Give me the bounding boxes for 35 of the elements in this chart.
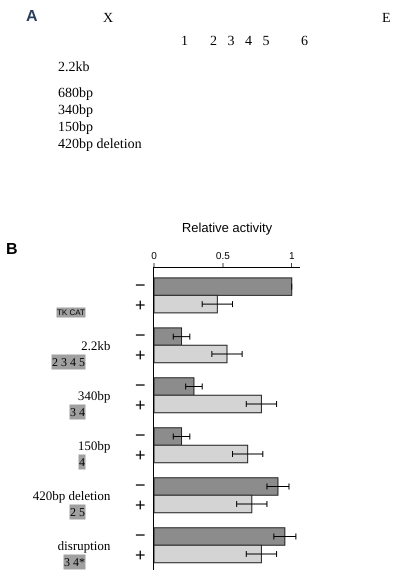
text: − — [135, 375, 146, 395]
text: − — [135, 325, 146, 345]
text: 2 3 4 5 — [52, 355, 85, 369]
text: 3 4 — [70, 405, 85, 419]
series-label: + — [135, 295, 146, 315]
text: + — [135, 445, 146, 465]
text: + — [135, 395, 146, 415]
text: − — [135, 475, 146, 495]
y-tick-label: disruption — [58, 538, 111, 553]
y-tick-label: 420bp deletion — [32, 488, 111, 503]
text: A — [26, 8, 38, 25]
text: E — [382, 11, 391, 26]
text: B — [6, 241, 18, 258]
text: X — [103, 11, 114, 26]
y-tick-label: 2.2kb — [81, 338, 110, 353]
text: + — [135, 495, 146, 515]
y-tick-label: 150bp — [78, 438, 110, 453]
text: 2 3 4 5 — [210, 34, 270, 49]
x-axis-title: Relative activity — [182, 220, 273, 235]
text: 1 — [181, 34, 188, 49]
text: TK CAT — [57, 308, 85, 317]
x-tick-label: 1 — [288, 250, 295, 262]
x-tick-label: 0 — [151, 250, 158, 262]
text: 2 5 — [70, 505, 85, 519]
text: − — [135, 525, 146, 545]
y-tick-label: 340bp — [78, 388, 110, 403]
text: + — [135, 545, 146, 565]
text: 680bp — [58, 86, 93, 101]
text: − — [135, 425, 146, 445]
text: 3 4* — [64, 555, 85, 569]
series-label: − — [135, 275, 146, 295]
x-tick-label: 0.5 — [216, 250, 230, 262]
text: + — [135, 345, 146, 365]
text: 6 — [301, 34, 308, 49]
text: 4 — [79, 455, 85, 469]
